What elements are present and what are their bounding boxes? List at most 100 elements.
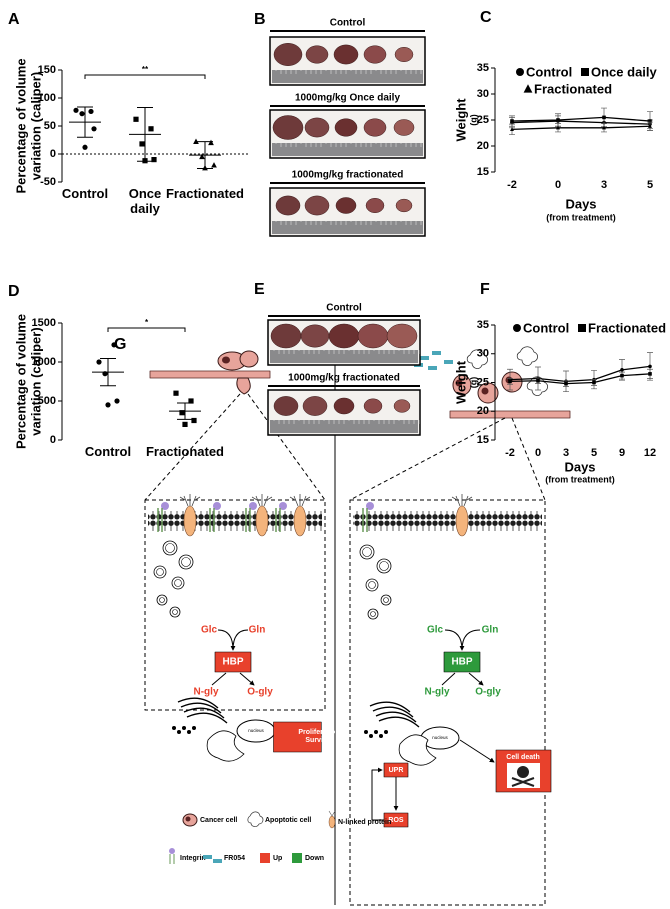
y-axis-label: Weight <box>453 98 468 142</box>
integrin <box>245 508 251 532</box>
vesicle <box>384 730 388 734</box>
tumor <box>363 45 387 64</box>
y-tick-label: 15 <box>477 166 489 178</box>
tumor <box>357 323 389 349</box>
x-tick-label-text: Control <box>84 444 132 459</box>
diagram: Glc Gln N-gly O-gly HBP nucleus Prolifer… <box>144 333 571 906</box>
marker <box>102 371 108 377</box>
vesicle <box>187 730 191 734</box>
integrin <box>213 502 221 510</box>
x-tick-label-box: Control <box>48 444 168 459</box>
marker <box>88 108 94 115</box>
marker <box>105 402 111 408</box>
y-axis-unit: (g) <box>468 114 478 126</box>
marker <box>556 125 560 130</box>
significance-bracket <box>84 74 206 79</box>
crossbones <box>511 777 535 787</box>
y-tick-label: -50 <box>40 176 56 188</box>
legend-icon <box>292 853 302 863</box>
x-tick-label: 0 <box>555 179 561 191</box>
tumor <box>275 195 301 216</box>
cancer-cell <box>239 350 259 368</box>
legend-text: FR054 <box>224 855 245 862</box>
tumor <box>328 323 360 349</box>
n-linked-protein <box>183 505 197 537</box>
marker <box>79 111 85 117</box>
vesicle <box>181 557 191 567</box>
photo-title: Control <box>330 18 366 29</box>
legend-text: Fractionated <box>534 81 612 96</box>
y-tick-label: 25 <box>477 376 489 388</box>
tumor <box>273 396 299 416</box>
marker <box>182 421 188 427</box>
upr: UPR <box>389 767 404 774</box>
outcome-box <box>273 721 322 753</box>
x-tick-label-box: Once daily <box>85 186 205 216</box>
panel-letters: A B C D E F G <box>8 9 492 353</box>
glycan <box>251 494 273 507</box>
tumor <box>386 323 418 349</box>
x-tick-label-box: Fractionated <box>125 444 245 459</box>
x-axis-note: (from treatment) <box>546 212 616 222</box>
tumor <box>393 399 411 413</box>
integrin <box>366 502 374 510</box>
tumor <box>270 323 302 349</box>
er <box>398 734 437 766</box>
er <box>206 730 245 762</box>
marker <box>620 368 624 372</box>
substrate: Glc <box>427 625 444 636</box>
error-bar <box>77 106 93 138</box>
y-axis-unit: (g) <box>468 377 478 389</box>
vesicle <box>174 579 182 587</box>
substrate: Gln <box>249 625 266 636</box>
legend-marker <box>581 68 589 76</box>
enzyme: HBP <box>222 657 243 668</box>
tumor <box>394 47 414 62</box>
y-tick-label: 50 <box>44 120 56 132</box>
tumor <box>365 198 385 213</box>
y-axis-label: Percentage of volume <box>13 58 28 193</box>
significance-bracket <box>107 327 186 332</box>
x-axis-label: Days <box>564 459 595 474</box>
series-line <box>509 365 651 383</box>
cell-nuclei <box>455 379 463 387</box>
glycan <box>289 494 311 507</box>
marker <box>510 127 514 131</box>
legend-text: Apoptotic cell <box>265 817 311 824</box>
series-line <box>511 125 651 131</box>
zoom-line <box>511 417 546 501</box>
zoom-line <box>144 393 241 501</box>
cell-nucleus <box>222 356 230 364</box>
product: O-gly <box>247 687 273 698</box>
hbp-box <box>443 651 481 673</box>
legend-text: Down <box>305 855 324 862</box>
x-tick-label: Control <box>48 444 168 459</box>
nucleus-label: nucleus <box>432 735 448 740</box>
vesicle <box>380 594 392 606</box>
marker <box>508 379 512 384</box>
vesicle <box>383 597 389 603</box>
fr054 <box>420 356 429 360</box>
receptors <box>157 494 473 537</box>
tumor <box>333 397 355 415</box>
x-tick-label-text: Fractionated <box>145 444 224 459</box>
tumor <box>304 117 330 138</box>
legend-marker <box>523 84 533 93</box>
x-tick-label-text: Once daily <box>128 186 162 216</box>
tumor <box>305 45 329 64</box>
arrow <box>217 629 249 650</box>
legend-icon <box>213 859 222 863</box>
panel-letter: F <box>480 281 490 298</box>
series-line <box>511 116 651 122</box>
x-tick-label-text: Fractionated <box>165 186 244 201</box>
x-tick-label: -2 <box>505 447 515 459</box>
marker <box>592 380 596 385</box>
skull <box>517 766 529 778</box>
integrin <box>275 508 281 532</box>
marker <box>648 124 652 128</box>
n-linked-protein <box>455 505 469 537</box>
legend-text: Once daily <box>591 64 658 79</box>
zoom-box <box>349 499 546 906</box>
y-axis-label: variation (caliper) <box>28 72 43 180</box>
